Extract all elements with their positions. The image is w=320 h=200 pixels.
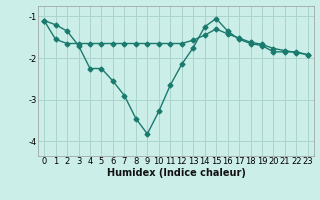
X-axis label: Humidex (Indice chaleur): Humidex (Indice chaleur) bbox=[107, 168, 245, 178]
